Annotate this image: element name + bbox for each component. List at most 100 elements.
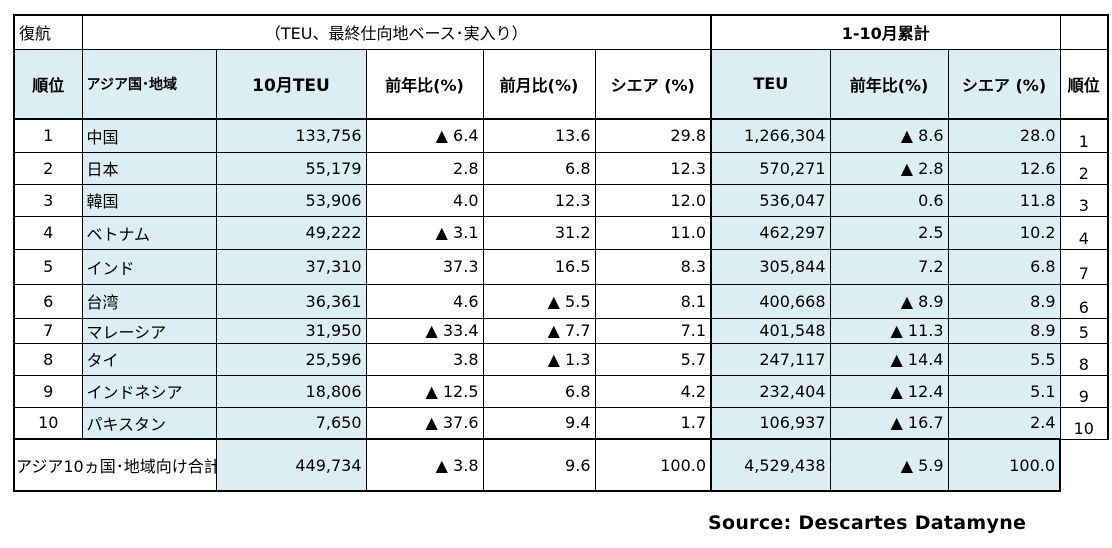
rank-cell: 4 [13,215,83,250]
cum-yoy-cell: ▲ 2.8 [829,151,949,185]
total-label: アジア10ヵ国･地域向け合計 [13,438,216,492]
yoy-cell: 3.8 [365,342,484,376]
teu-cell: 7,650 [215,406,367,440]
teu-cell: 18,806 [215,374,367,408]
table-row: 2 日本 55,179 2.8 6.8 12.3 570,271 ▲ 2.8 1… [13,151,1110,185]
share-cell: 4.2 [594,374,713,408]
region-name: 台湾 [81,283,217,319]
yoy-cell: ▲ 6.4 [365,118,484,153]
cum-rank-cell: 6 [1059,283,1110,319]
region-name: マレーシア [81,317,217,344]
cum-share-cell: 11.8 [947,183,1061,217]
cum-rank-cell: 7 [1059,248,1110,285]
cum-share-cell: 2.4 [947,406,1061,440]
share-cell: 8.1 [594,283,713,319]
cum-rank-cell: 3 [1059,183,1110,217]
region-name: パキスタン [81,406,217,440]
teu-cell: 31,950 [215,317,367,344]
table-row: 6 台湾 36,361 4.6 ▲ 5.5 8.1 400,668 ▲ 8.9 … [13,283,1110,319]
cum-teu-cell: 570,271 [710,151,831,185]
cum-yoy-cell: ▲ 8.6 [829,118,949,153]
cum-teu-cell: 305,844 [710,248,831,285]
cum-share-cell: 28.0 [947,118,1061,153]
mom-cell: ▲ 1.3 [482,342,596,376]
mom-cell: 9.4 [482,406,596,440]
header-region: アジア国･地域 [81,48,217,120]
mom-cell: 16.5 [482,248,596,285]
mom-cell: 31.2 [482,215,596,250]
region-name: 日本 [81,151,217,185]
cum-share-cell: 5.5 [947,342,1061,376]
cum-yoy-cell: 2.5 [829,215,949,250]
yoy-cell: ▲ 3.1 [365,215,484,250]
source-credit: Source: Descartes Datamyne [708,512,1027,534]
share-cell: 29.8 [594,118,713,153]
rank-cell: 7 [13,317,83,344]
cum-yoy-cell: ▲ 14.4 [829,342,949,376]
table-row: 9 インドネシア 18,806 ▲ 12.5 6.8 4.2 232,404 ▲… [13,374,1110,408]
table-title: 復航 [13,14,83,50]
total-row-blank [1060,439,1108,491]
title-row: 復航 （TEU、最終仕向地ベース･実入り） 1-10月累計 [13,14,1110,50]
total-cum-share: 100.0 [947,438,1062,492]
cum-teu-cell: 1,266,304 [710,118,831,153]
region-name: タイ [81,342,217,376]
header-share: シエア (%) [594,48,713,120]
cum-teu-cell: 232,404 [710,374,831,408]
table-row: 4 ベトナム 49,222 ▲ 3.1 31.2 11.0 462,297 2.… [13,215,1110,250]
mom-cell: ▲ 7.7 [482,317,596,344]
cum-yoy-cell: ▲ 16.7 [829,406,949,440]
unit-note: （TEU、最終仕向地ベース･実入り） [82,14,713,50]
total-mom: 9.6 [482,438,596,492]
header-cum-yoy: 前年比(%) [829,48,949,120]
yoy-cell: ▲ 37.6 [365,406,484,440]
total-teu: 449,734 [215,438,367,492]
mom-cell: 6.8 [482,151,596,185]
rank-cell: 3 [13,183,83,217]
total-cum-teu: 4,529,438 [710,438,831,492]
yoy-cell: ▲ 33.4 [365,317,484,344]
cum-teu-cell: 401,548 [710,317,831,344]
header-cum-rank: 順位 [1059,48,1110,120]
yoy-cell: 4.6 [365,283,484,319]
cum-yoy-cell: ▲ 12.4 [829,374,949,408]
teu-cell: 133,756 [215,118,367,153]
cum-teu-cell: 536,047 [710,183,831,217]
region-name: インドネシア [81,374,217,408]
cum-teu-cell: 462,297 [710,215,831,250]
total-cum-yoy: ▲ 5.9 [829,438,949,492]
table-row: 5 インド 37,310 37.3 16.5 8.3 305,844 7.2 6… [13,248,1110,285]
teu-cell: 37,310 [215,248,367,285]
teu-cell: 53,906 [215,183,367,217]
teu-cell: 55,179 [215,151,367,185]
cum-share-cell: 12.6 [947,151,1061,185]
cum-share-cell: 6.8 [947,248,1061,285]
cum-yoy-cell: 0.6 [829,183,949,217]
cum-share-cell: 8.9 [947,283,1061,319]
cum-rank-cell: 10 [1059,406,1110,440]
rank-cell: 10 [13,406,83,440]
title-row-blank [1059,14,1110,50]
teu-cell: 49,222 [215,215,367,250]
mom-cell: ▲ 5.5 [482,283,596,319]
teu-cell: 36,361 [215,283,367,319]
region-name: ベトナム [81,215,217,250]
cum-share-cell: 5.1 [947,374,1061,408]
share-cell: 11.0 [594,215,713,250]
share-cell: 5.7 [594,342,713,376]
cum-share-cell: 8.9 [947,317,1061,344]
region-name: 中国 [81,118,217,153]
share-cell: 7.1 [594,317,713,344]
share-cell: 8.3 [594,248,713,285]
cum-rank-cell: 4 [1059,215,1110,250]
header-rank: 順位 [13,48,83,120]
table-row: 1 中国 133,756 ▲ 6.4 13.6 29.8 1,266,304 ▲… [13,118,1110,153]
table-row: 7 マレーシア 31,950 ▲ 33.4 ▲ 7.7 7.1 401,548 … [13,317,1110,344]
cum-rank-cell: 5 [1059,317,1110,344]
mom-cell: 6.8 [482,374,596,408]
yoy-cell: 4.0 [365,183,484,217]
total-share: 100.0 [594,438,713,492]
cum-rank-cell: 1 [1059,118,1110,153]
cum-yoy-cell: ▲ 11.3 [829,317,949,344]
cum-rank-cell: 9 [1059,374,1110,408]
